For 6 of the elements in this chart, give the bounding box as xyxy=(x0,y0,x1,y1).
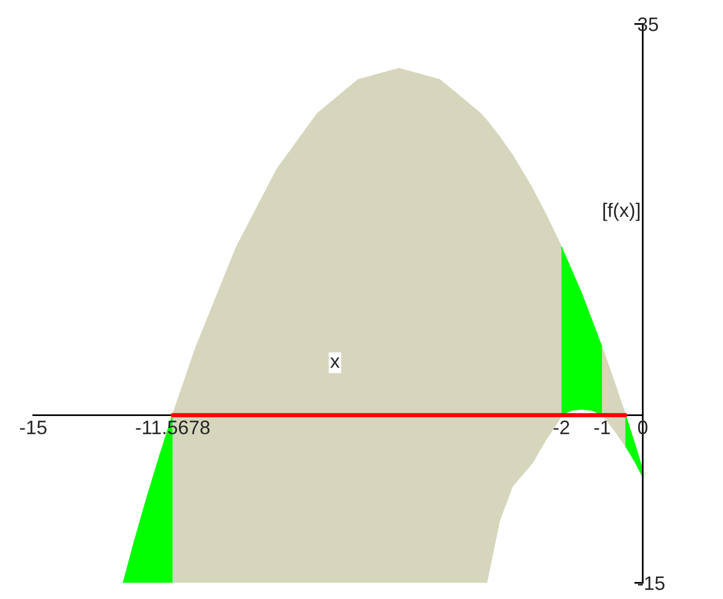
x-axis-title: x xyxy=(330,358,340,368)
y-axis-title: [f(x)] xyxy=(603,202,640,221)
x-tick-label: -15 xyxy=(20,420,46,434)
x-tick-label: -2 xyxy=(554,420,570,434)
x-tick-label: -1 xyxy=(594,420,610,434)
y-tick-label: 35 xyxy=(638,17,658,32)
